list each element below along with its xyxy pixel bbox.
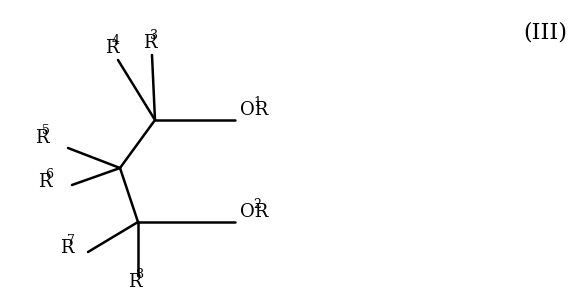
Text: R: R xyxy=(128,273,141,291)
Text: OR: OR xyxy=(240,101,268,119)
Text: R: R xyxy=(35,129,48,147)
Text: 4: 4 xyxy=(112,34,120,47)
Text: 8: 8 xyxy=(135,268,143,281)
Text: R: R xyxy=(38,173,51,191)
Text: 3: 3 xyxy=(150,29,158,42)
Text: OR: OR xyxy=(240,203,268,221)
Text: R: R xyxy=(60,239,73,257)
Text: 1: 1 xyxy=(254,96,261,109)
Text: 7: 7 xyxy=(67,234,74,247)
Text: 5: 5 xyxy=(42,124,49,137)
Text: R: R xyxy=(143,34,157,52)
Text: 2: 2 xyxy=(254,198,261,211)
Text: R: R xyxy=(105,39,119,57)
Text: (III): (III) xyxy=(523,22,567,44)
Text: 6: 6 xyxy=(45,168,53,181)
